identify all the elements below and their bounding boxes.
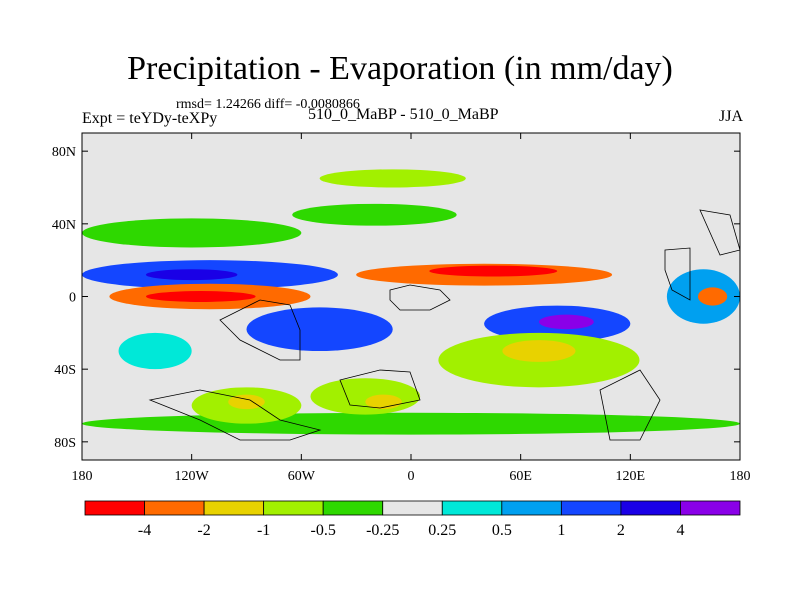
colorbar-label: 0.5 [492,522,512,539]
colorbar-swatch [144,500,205,516]
colorbar-swatch [382,500,443,516]
x-tick-label: 0 [408,469,415,484]
field-region-south-atlantic-wet [246,307,393,352]
x-tick-label: 60E [509,469,532,484]
colorbar-label: 0.25 [428,522,456,539]
colorbar-label: -0.25 [366,522,399,539]
field-region-arctic-band [319,169,466,188]
y-tick-label: 40S [54,363,76,378]
x-tick-label: 120E [616,469,646,484]
field-region-pacific-dry-core [145,291,256,302]
colorbar-label: -0.5 [311,522,336,539]
colorbar-label: 1 [557,522,565,539]
field-region-south-america-east [310,378,421,415]
experiment-label: Expt = teYDy-teXPy [82,110,218,127]
x-tick-label: 60W [288,469,316,484]
field-region-indian-wet-core [538,314,594,330]
field-region-date-line-dry [697,287,728,306]
colorbar-swatch [680,500,741,516]
colorbar-swatch [501,500,562,516]
field-region-south-pacific-wet [118,332,192,370]
colorbar-label: -4 [138,522,151,539]
colorbar-swatch [322,500,384,516]
colorbar-swatch [203,500,265,516]
colorbar-swatch [263,500,324,516]
x-axis: 180 120W 60W 0 60E 120E 180 [72,133,751,484]
runs-label: 510_0_MaBP - 510_0_MaBP [308,106,499,123]
colorbar-swatch [84,500,145,516]
precipitation-field [82,169,740,435]
field-region-antarctic-continent-dry [228,394,265,410]
y-tick-label: 80S [54,436,76,451]
colorbar-swatch [441,500,503,516]
season-label: JJA [718,108,743,125]
colorbar-label: 2 [617,522,625,539]
coastlines [148,209,740,441]
colorbar-swatch [620,500,681,516]
stats-line: rmsd= 1.24266 diff= -0.0080866 [176,97,360,112]
colorbar-swatch [560,500,622,516]
colorbar: -4 -2 -1 -0.5 -0.25 0.25 0.5 1 2 4 [84,500,741,539]
field-region-north-pacific-storm-track [82,218,302,248]
chart-title: Precipitation - Evaporation (in mm/day) [127,50,673,87]
x-tick-label: 180 [72,469,93,484]
y-axis: 80N 40N 0 40S 80S [52,145,740,451]
colorbar-label: 4 [676,522,684,539]
y-tick-label: 80N [52,145,76,160]
field-region-africa-dry-core [429,265,558,277]
colorbar-label: -1 [257,522,270,539]
field-region-north-atlantic-storm-track [292,203,457,226]
field-region-south-indian-dry-core [502,340,576,362]
field-region-southern-ocean-band [82,412,740,435]
y-tick-label: 40N [52,218,76,233]
x-tick-label: 120W [175,469,210,484]
field-region-itcz-core [145,269,238,281]
y-tick-label: 0 [69,291,76,306]
x-tick-label: 180 [730,469,751,484]
colorbar-label: -2 [197,522,210,539]
